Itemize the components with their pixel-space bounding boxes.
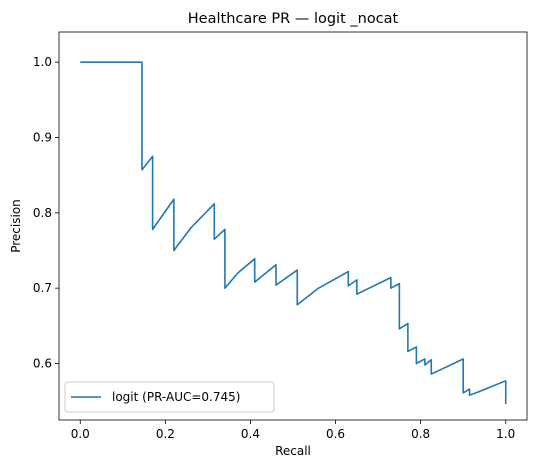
series-layer	[80, 61, 507, 405]
y-tick-label: 0.8	[33, 206, 52, 220]
y-tick-label: 0.6	[33, 356, 52, 370]
x-tick-label: 1.0	[496, 427, 515, 441]
x-tick-label: 0.4	[241, 427, 260, 441]
y-tick-label: 0.7	[33, 281, 52, 295]
y-tick-label: 0.9	[33, 130, 52, 144]
legend-label: logit (PR-AUC=0.745)	[112, 390, 240, 404]
x-tick-label: 0.0	[71, 427, 90, 441]
legend-box	[64, 381, 275, 413]
x-tick-label: 0.8	[411, 427, 430, 441]
chart-title: Healthcare PR — logit _nocat	[188, 11, 399, 27]
tick-layer: 0.0 0.2 0.4 0.6 0.8 1.0 0.6 0.7 0.8 0.9 1.0	[33, 55, 515, 441]
y-tick-label: 1.0	[33, 55, 52, 69]
x-axis-label: Recall	[275, 444, 311, 458]
y-axis-label: Precision	[9, 199, 23, 253]
x-tick-label: 0.6	[326, 427, 345, 441]
pr-curve-line	[80, 61, 507, 405]
plot-area-frame	[58, 31, 528, 421]
legend: logit (PR-AUC=0.745)	[64, 381, 275, 413]
x-tick-label: 0.2	[156, 427, 175, 441]
